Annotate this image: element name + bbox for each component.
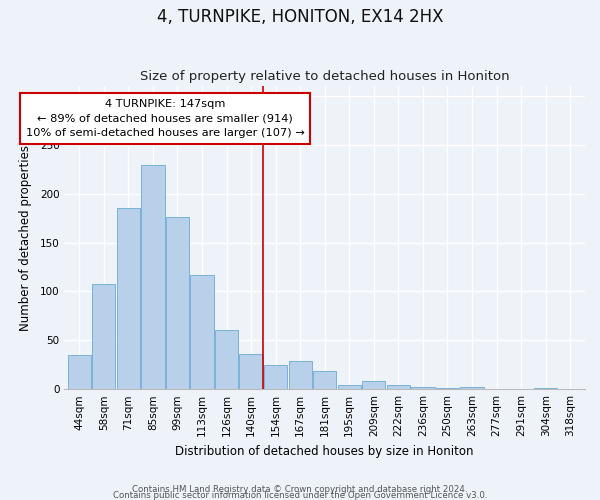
Bar: [387, 386, 410, 389]
Bar: [215, 330, 238, 389]
Bar: [92, 284, 115, 389]
Bar: [362, 382, 385, 389]
Bar: [141, 166, 164, 389]
Bar: [239, 354, 263, 389]
Bar: [289, 361, 312, 389]
Y-axis label: Number of detached properties: Number of detached properties: [19, 144, 32, 330]
Text: 4, TURNPIKE, HONITON, EX14 2HX: 4, TURNPIKE, HONITON, EX14 2HX: [157, 8, 443, 26]
Bar: [190, 275, 214, 389]
Bar: [460, 387, 484, 389]
Bar: [534, 388, 557, 389]
Bar: [338, 386, 361, 389]
Text: Contains public sector information licensed under the Open Government Licence v3: Contains public sector information licen…: [113, 490, 487, 500]
Bar: [436, 388, 459, 389]
Bar: [68, 355, 91, 389]
Bar: [411, 387, 434, 389]
Bar: [116, 208, 140, 389]
Bar: [313, 370, 337, 389]
Text: Contains HM Land Registry data © Crown copyright and database right 2024.: Contains HM Land Registry data © Crown c…: [132, 484, 468, 494]
Bar: [264, 364, 287, 389]
Title: Size of property relative to detached houses in Honiton: Size of property relative to detached ho…: [140, 70, 509, 84]
X-axis label: Distribution of detached houses by size in Honiton: Distribution of detached houses by size …: [175, 444, 474, 458]
Text: 4 TURNPIKE: 147sqm
← 89% of detached houses are smaller (914)
10% of semi-detach: 4 TURNPIKE: 147sqm ← 89% of detached hou…: [26, 99, 304, 138]
Bar: [166, 217, 189, 389]
